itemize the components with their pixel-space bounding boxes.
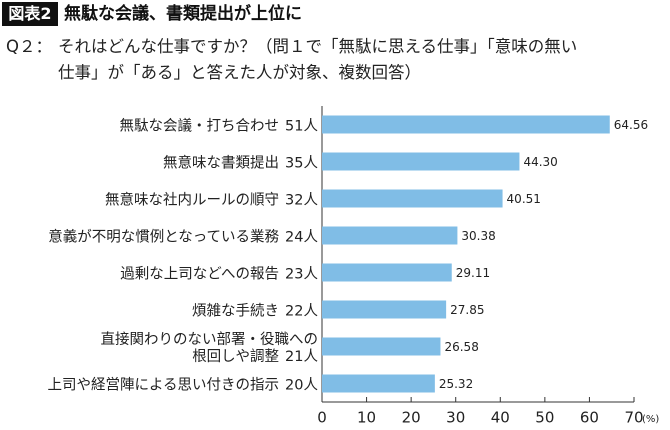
bar xyxy=(322,115,610,134)
value-label: 44.30 xyxy=(523,155,557,169)
category-count: 51人 xyxy=(285,118,318,134)
value-label: 26.58 xyxy=(444,340,478,354)
category-count: 23人 xyxy=(285,266,318,282)
x-tick-label: 30 xyxy=(446,409,465,427)
category-count: 21人 xyxy=(285,348,318,365)
bar xyxy=(322,226,458,245)
category-label: 無意味な書類提出 35人 xyxy=(163,155,318,172)
question-line: それはどんな仕事ですか？（問１で「無駄に思える仕事」「意味の無い xyxy=(58,37,578,56)
badge: 図表2 xyxy=(2,2,58,26)
bar xyxy=(322,189,503,208)
x-tick-label: 70 xyxy=(624,409,643,427)
category-count: 24人 xyxy=(285,229,318,245)
category-name: 無駄な会議・打ち合わせ xyxy=(119,118,280,134)
value-label: 40.51 xyxy=(507,192,541,206)
x-tick-label: 10 xyxy=(357,409,376,427)
category-label: 無駄な会議・打ち合わせ 51人 xyxy=(120,118,318,135)
category-name: 過剰な上司などへの報告 xyxy=(120,266,280,282)
category-label: 意義が不明な慣例となっている業務 24人 xyxy=(48,229,318,246)
category-label: 無意味な社内ルールの順守 32人 xyxy=(105,192,318,209)
question-line: 仕事」が「ある」と答えた人が対象、複数回答） xyxy=(58,63,421,82)
value-label: 25.32 xyxy=(439,377,473,391)
question-label: Q２： xyxy=(6,37,52,56)
category-count: 32人 xyxy=(285,192,318,208)
value-label: 30.38 xyxy=(461,229,495,243)
category-name: 意義が不明な慣例となっている業務 xyxy=(48,229,280,245)
bar xyxy=(322,263,452,282)
value-label: 64.56 xyxy=(614,118,648,132)
category-name: 直接関わりのない部署・役職への 根回しや調整 xyxy=(100,331,319,365)
bar xyxy=(322,337,441,356)
bar xyxy=(322,374,435,393)
category-name: 上司や経営陣による思い付きの指示 xyxy=(47,377,280,393)
x-tick-label: 20 xyxy=(402,409,421,427)
category-label: 過剰な上司などへの報告 23人 xyxy=(120,266,318,283)
category-name: 無意味な書類提出 xyxy=(163,155,280,171)
bar xyxy=(322,300,447,319)
category-label: 直接関わりのない部署・役職への 根回しや調整 21人 xyxy=(101,332,319,366)
title: 無駄な会議、書類提出が上位に xyxy=(64,4,302,24)
x-tick-label: 60 xyxy=(580,409,599,427)
x-tick-label: 50 xyxy=(535,409,554,427)
bar xyxy=(322,152,520,171)
category-label: 煩雑な手続き 22人 xyxy=(192,303,318,320)
category-name: 煩雑な手続き xyxy=(192,303,280,319)
x-tick-label: 40 xyxy=(491,409,510,427)
category-count: 22人 xyxy=(285,303,318,319)
category-name: 無意味な社内ルールの順守 xyxy=(105,192,280,208)
x-tick-label: 0 xyxy=(317,409,327,427)
value-label: 27.85 xyxy=(450,303,484,317)
category-label: 上司や経営陣による思い付きの指示 20人 xyxy=(47,377,318,394)
category-count: 20人 xyxy=(285,377,318,393)
x-unit: (%) xyxy=(642,414,659,425)
category-count: 35人 xyxy=(285,155,318,171)
value-label: 29.11 xyxy=(456,266,490,280)
